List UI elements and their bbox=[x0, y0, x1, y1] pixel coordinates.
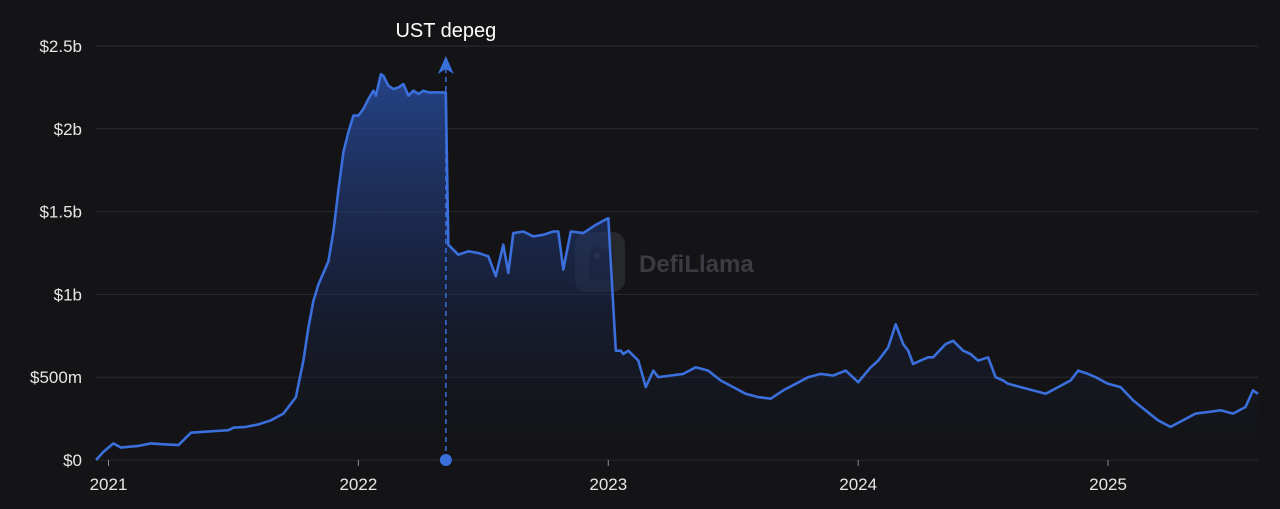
area-path bbox=[96, 74, 1258, 460]
x-axis-ticks: 2021 2022 2023 2024 2025 bbox=[90, 460, 1127, 494]
series-line bbox=[95, 72, 1259, 461]
watermark-text: DefiLlama bbox=[639, 251, 754, 278]
x-tick-label: 2022 bbox=[339, 475, 377, 494]
x-tick-label: 2023 bbox=[589, 475, 627, 494]
annotation-marker[interactable] bbox=[439, 454, 452, 466]
y-tick-label: $2.5b bbox=[39, 37, 82, 56]
ust-depeg-annotation: UST depeg bbox=[395, 20, 496, 466]
y-tick-label: $0 bbox=[63, 451, 82, 470]
y-axis-ticks: $0 $500m $1b $1.5b $2.5b $2b bbox=[30, 37, 82, 470]
y-tick-label: $500m bbox=[30, 368, 82, 387]
x-tick-label: 2025 bbox=[1089, 475, 1127, 494]
tvl-line bbox=[95, 72, 1259, 461]
annotation-label: UST depeg bbox=[395, 20, 496, 42]
area-fill bbox=[96, 74, 1258, 460]
annotation-arrow-icon bbox=[437, 56, 454, 74]
y-tick-label: $2b bbox=[54, 120, 82, 139]
y-tick-label: $1b bbox=[54, 285, 82, 304]
x-tick-label: 2021 bbox=[90, 475, 128, 494]
x-tick-label: 2024 bbox=[839, 475, 877, 494]
y-tick-label: $1.5b bbox=[39, 203, 82, 222]
